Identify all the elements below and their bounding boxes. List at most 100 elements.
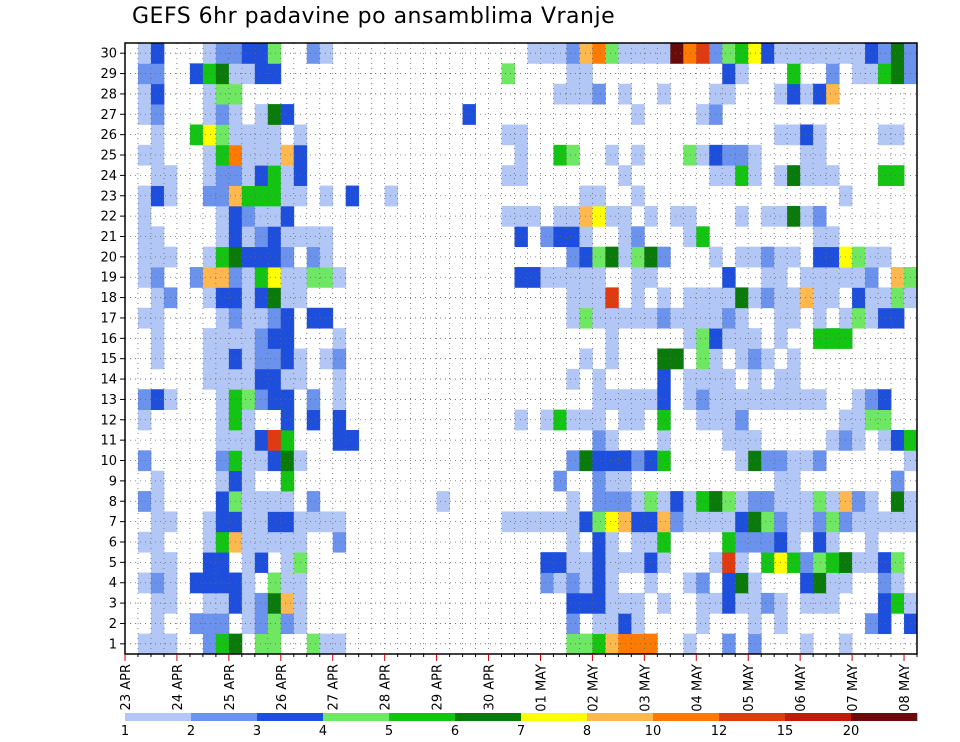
heatmap-cell <box>254 328 269 349</box>
heatmap-cell <box>592 287 606 309</box>
heatmap-cell <box>566 613 580 635</box>
heatmap-cell <box>644 205 658 227</box>
heatmap-cell <box>215 267 230 288</box>
heatmap-cell <box>800 165 814 186</box>
y-tick-label: 17 <box>100 311 117 326</box>
heatmap-cell <box>657 368 671 390</box>
heatmap-cell <box>202 83 217 105</box>
heatmap-cell <box>852 511 866 533</box>
heatmap-cell <box>319 43 334 64</box>
heatmap-cell <box>215 104 230 125</box>
heatmap-cell <box>215 389 230 410</box>
heatmap-cell <box>722 409 736 431</box>
y-tick-label: 21 <box>100 230 117 245</box>
heatmap-cell <box>254 633 269 655</box>
heatmap-cell <box>605 511 619 533</box>
heatmap-cell <box>605 43 619 64</box>
heatmap-cell <box>852 409 866 431</box>
heatmap-cell <box>735 63 749 85</box>
heatmap-cell <box>592 267 606 288</box>
heatmap-cell <box>735 592 749 614</box>
heatmap-cell <box>800 491 814 512</box>
heatmap-cell <box>592 43 606 64</box>
heatmap-cell <box>566 267 580 288</box>
heatmap-cell <box>605 348 619 370</box>
heatmap-cell <box>852 389 866 410</box>
heatmap-cell <box>722 491 736 512</box>
heatmap-cell <box>579 185 593 207</box>
heatmap-cell <box>891 552 905 573</box>
heatmap-cell <box>267 389 282 410</box>
heatmap-cell <box>150 572 165 594</box>
heatmap-cell <box>657 511 671 533</box>
heatmap-cell <box>566 205 580 227</box>
heatmap-cell <box>813 144 827 166</box>
heatmap-cell <box>579 592 593 614</box>
y-tick-label: 20 <box>100 250 117 265</box>
heatmap-cell <box>735 307 749 329</box>
heatmap-cell <box>605 307 619 329</box>
heatmap-cell <box>306 633 321 655</box>
heatmap-cell <box>631 267 645 288</box>
heatmap-cell <box>254 307 269 329</box>
y-tick-label: 15 <box>100 352 117 367</box>
heatmap-cell <box>592 205 606 227</box>
heatmap-cell <box>267 511 282 533</box>
heatmap-cells <box>137 43 918 655</box>
heatmap-cell <box>878 613 892 635</box>
heatmap-cell <box>215 205 230 227</box>
x-tick-label: 05 MAY <box>742 664 757 712</box>
heatmap-cell <box>657 246 671 268</box>
heatmap-cell <box>267 246 282 268</box>
heatmap-cell <box>254 246 269 268</box>
heatmap-cell <box>150 63 165 85</box>
heatmap-cell <box>280 389 295 410</box>
heatmap-cell <box>722 511 736 533</box>
heatmap-cell <box>280 429 295 451</box>
heatmap-cell <box>683 144 697 166</box>
heatmap-cell <box>267 226 282 248</box>
x-tick-label: 30 APR <box>483 664 498 710</box>
heatmap-cell <box>319 226 334 248</box>
heatmap-cell <box>748 491 762 512</box>
heatmap-cell <box>605 450 619 472</box>
colorbar-label: 3 <box>253 724 261 739</box>
heatmap-cell <box>566 307 580 329</box>
heatmap-cell <box>254 552 269 573</box>
heatmap-cell <box>332 429 347 451</box>
heatmap-cell <box>891 491 905 512</box>
grid-lines <box>124 43 918 654</box>
heatmap-cell <box>787 511 801 533</box>
heatmap-cell <box>254 368 269 390</box>
heatmap-cell <box>761 491 775 512</box>
heatmap-cell <box>150 124 165 146</box>
heatmap-cell <box>254 389 269 410</box>
heatmap-cell <box>826 43 840 64</box>
heatmap-cell <box>657 429 671 451</box>
heatmap-cell <box>657 531 671 553</box>
y-tick-label: 18 <box>100 291 117 306</box>
heatmap-cell <box>202 185 217 207</box>
x-tick-label: 07 MAY <box>846 664 861 712</box>
heatmap-cell <box>852 429 866 451</box>
heatmap-cell <box>241 246 256 268</box>
heatmap-cell <box>592 592 606 614</box>
heatmap-cell <box>267 429 282 451</box>
heatmap-cell <box>670 205 684 227</box>
heatmap-cell <box>592 185 606 207</box>
heatmap-cell <box>202 104 217 125</box>
heatmap-cell <box>813 205 827 227</box>
heatmap-cell <box>579 83 593 105</box>
heatmap-cell <box>215 429 230 451</box>
heatmap-cell <box>800 267 814 288</box>
y-tick-label: 25 <box>100 149 117 164</box>
x-tick-label: 03 MAY <box>638 664 653 712</box>
heatmap-cell <box>813 165 827 186</box>
heatmap-cell <box>215 43 230 64</box>
heatmap-cell <box>150 226 165 248</box>
heatmap-cell <box>215 144 230 166</box>
heatmap-cell <box>215 348 230 370</box>
heatmap-cell <box>631 613 645 635</box>
heatmap-cell <box>202 287 217 309</box>
heatmap-cell <box>722 368 736 390</box>
